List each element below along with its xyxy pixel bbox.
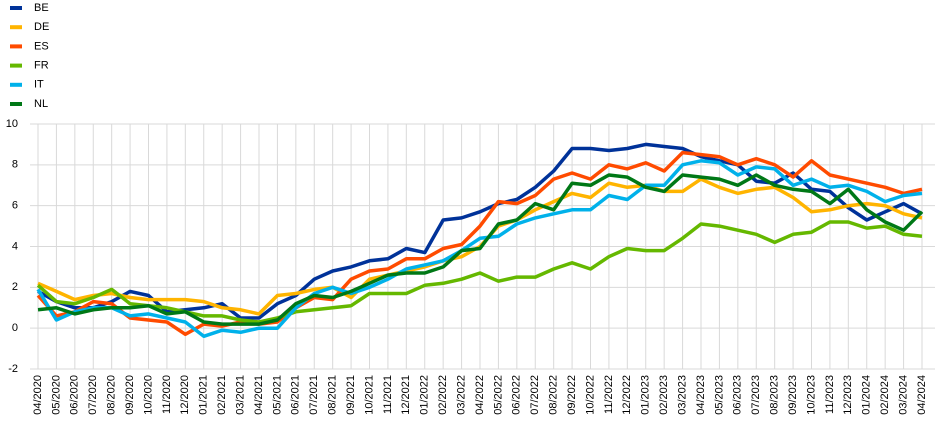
x-tick-label: 04/2021 xyxy=(253,375,265,415)
x-tick-label: 09/2023 xyxy=(787,375,799,415)
y-tick-label: 0 xyxy=(12,322,18,334)
x-tick-label: 05/2020 xyxy=(50,375,62,415)
x-tick-label: 08/2020 xyxy=(106,375,118,415)
y-tick-label: 6 xyxy=(12,200,18,212)
x-tick-label: 03/2021 xyxy=(234,375,246,415)
x-tick-label: 07/2021 xyxy=(308,375,320,415)
legend-swatch xyxy=(10,44,22,49)
x-tick-label: 02/2021 xyxy=(216,375,228,415)
x-tick-label: 12/2022 xyxy=(621,375,633,415)
x-tick-label: 05/2021 xyxy=(271,375,283,415)
x-tick-label: 06/2021 xyxy=(290,375,302,415)
x-tick-label: 12/2021 xyxy=(400,375,412,415)
legend-label: IT xyxy=(34,79,44,91)
legend-swatch xyxy=(10,102,22,106)
x-tick-label: 11/2023 xyxy=(824,375,836,414)
x-tick-label: 11/2022 xyxy=(603,375,615,414)
x-tick-label: 05/2022 xyxy=(492,375,504,415)
x-tick-label: 09/2020 xyxy=(124,375,136,415)
x-tick-label: 04/2022 xyxy=(474,375,486,415)
x-tick-label: 02/2024 xyxy=(879,375,891,415)
x-tick-label: 09/2021 xyxy=(345,375,357,415)
x-tick-label: 10/2020 xyxy=(142,375,154,415)
x-tick-label: 04/2023 xyxy=(695,375,707,415)
x-tick-label: 09/2022 xyxy=(566,375,578,415)
series-line xyxy=(36,150,923,337)
x-tick-label: 01/2023 xyxy=(640,375,652,415)
x-tick-label: 01/2024 xyxy=(861,375,873,415)
x-tick-label: 03/2022 xyxy=(455,375,467,415)
x-tick-label: 10/2021 xyxy=(363,375,375,415)
x-tick-label: 12/2023 xyxy=(842,375,854,415)
x-tick-label: 08/2022 xyxy=(548,375,560,415)
x-tick-label: 04/2024 xyxy=(916,375,928,415)
x-tick-label: 06/2020 xyxy=(69,375,81,415)
x-tick-label: 03/2023 xyxy=(676,375,688,415)
x-tick-label: 07/2022 xyxy=(529,375,541,415)
series-line xyxy=(37,173,924,326)
x-tick-label: 06/2022 xyxy=(511,375,523,415)
x-tick-label: 02/2023 xyxy=(658,375,670,415)
legend-swatch xyxy=(10,25,22,30)
x-tick-label: 01/2022 xyxy=(419,375,431,415)
legend-label: ES xyxy=(34,40,49,52)
x-tick-label: 02/2022 xyxy=(437,375,449,415)
y-tick-label: 8 xyxy=(12,159,18,171)
y-tick-label: 2 xyxy=(12,281,18,293)
x-tick-label: 05/2023 xyxy=(713,375,725,415)
x-tick-label: 08/2021 xyxy=(327,375,339,415)
y-tick-label: 4 xyxy=(12,240,18,252)
x-tick-label: 10/2023 xyxy=(805,375,817,415)
x-tick-label: 08/2023 xyxy=(769,375,781,415)
legend-label: DE xyxy=(34,21,49,33)
legend-label: BE xyxy=(34,2,49,14)
legend-swatch xyxy=(10,63,22,68)
y-tick-label: -2 xyxy=(8,363,18,375)
legend-swatch xyxy=(10,82,22,87)
y-tick-label: 10 xyxy=(6,118,18,130)
x-tick-label: 11/2020 xyxy=(161,375,173,414)
x-tick-label: 12/2020 xyxy=(179,375,191,415)
x-tick-label: 01/2021 xyxy=(198,375,210,415)
x-tick-label: 04/2020 xyxy=(32,375,44,415)
x-tick-label: 03/2024 xyxy=(897,375,909,415)
x-tick-label: 10/2022 xyxy=(584,375,596,415)
series-line xyxy=(37,142,923,320)
series-line xyxy=(36,159,923,339)
x-tick-label: 07/2023 xyxy=(750,375,762,415)
x-tick-label: 07/2020 xyxy=(87,375,99,415)
legend-swatch xyxy=(10,6,22,10)
legend-label: NL xyxy=(34,98,48,110)
x-tick-label: 06/2023 xyxy=(732,375,744,415)
legend-label: FR xyxy=(34,60,49,72)
x-tick-label: 11/2021 xyxy=(382,375,394,414)
